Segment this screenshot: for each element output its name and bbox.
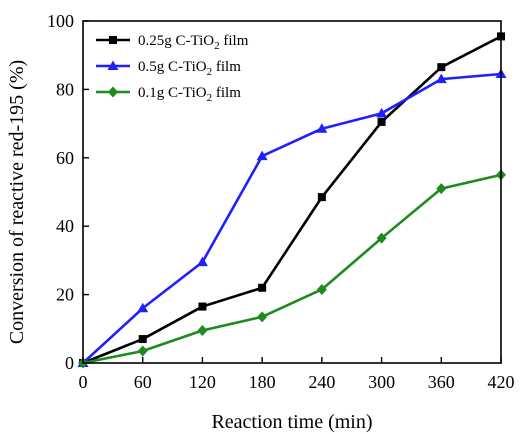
x-tick-label: 300 [368, 372, 395, 392]
x-tick-label: 240 [308, 372, 335, 392]
data-point [108, 86, 118, 98]
data-point [436, 183, 447, 195]
y-tick-label: 20 [56, 285, 74, 305]
legend-item: 0.5g C-TiO2 film [96, 59, 241, 78]
y-tick-label: 60 [56, 148, 74, 168]
x-tick-label: 180 [249, 372, 276, 392]
x-tick-label: 0 [79, 372, 88, 392]
x-tick-label: 60 [134, 372, 152, 392]
data-point [317, 193, 326, 202]
legend-label: 0.5g C-TiO2 film [138, 59, 241, 78]
legend-item: 0.1g C-TiO2 film [96, 85, 241, 104]
y-tick-label: 100 [47, 11, 74, 31]
x-axis-title: Reaction time (min) [211, 411, 372, 433]
legend-label: 0.1g C-TiO2 film [138, 85, 241, 104]
data-point [377, 117, 386, 126]
data-point [137, 302, 149, 313]
data-point [107, 60, 119, 70]
y-tick-label: 0 [65, 353, 74, 373]
data-point [137, 345, 148, 357]
x-tick-label: 420 [488, 372, 515, 392]
legend-item: 0.25g C-TiO2 film [96, 33, 249, 52]
legend-label: 0.25g C-TiO2 film [138, 33, 249, 52]
y-tick-label: 40 [56, 216, 74, 236]
series-line [82, 72, 502, 364]
series-3 [78, 169, 506, 369]
y-axis-title: Conversion of reactive red-195 (%) [6, 60, 28, 344]
y-tick-label: 80 [56, 79, 74, 99]
data-point [256, 150, 268, 161]
legend: 0.25g C-TiO2 film 0.5g C-TiO2 film 0.1g C-… [96, 33, 249, 104]
data-point [138, 335, 147, 344]
series-2 [77, 68, 507, 367]
series-line [82, 35, 502, 365]
data-point [316, 123, 328, 133]
data-point [435, 73, 447, 84]
data-point [257, 311, 268, 323]
ticks-layer: 0 60 120 180 240 300 360 420 0 20 40 60 80 100 [47, 11, 515, 392]
x-tick-label: 360 [428, 372, 455, 392]
data-point [197, 325, 208, 337]
x-tick-label: 120 [189, 372, 216, 392]
data-point [437, 63, 446, 72]
plot-frame [82, 20, 502, 364]
data-point [198, 302, 207, 311]
data-point [258, 283, 267, 292]
data-point [376, 232, 387, 244]
data-point [109, 36, 117, 44]
series-layer [77, 32, 507, 369]
data-point [376, 107, 388, 118]
data-point [316, 283, 327, 295]
data-point [196, 256, 208, 267]
series-line [82, 173, 502, 365]
